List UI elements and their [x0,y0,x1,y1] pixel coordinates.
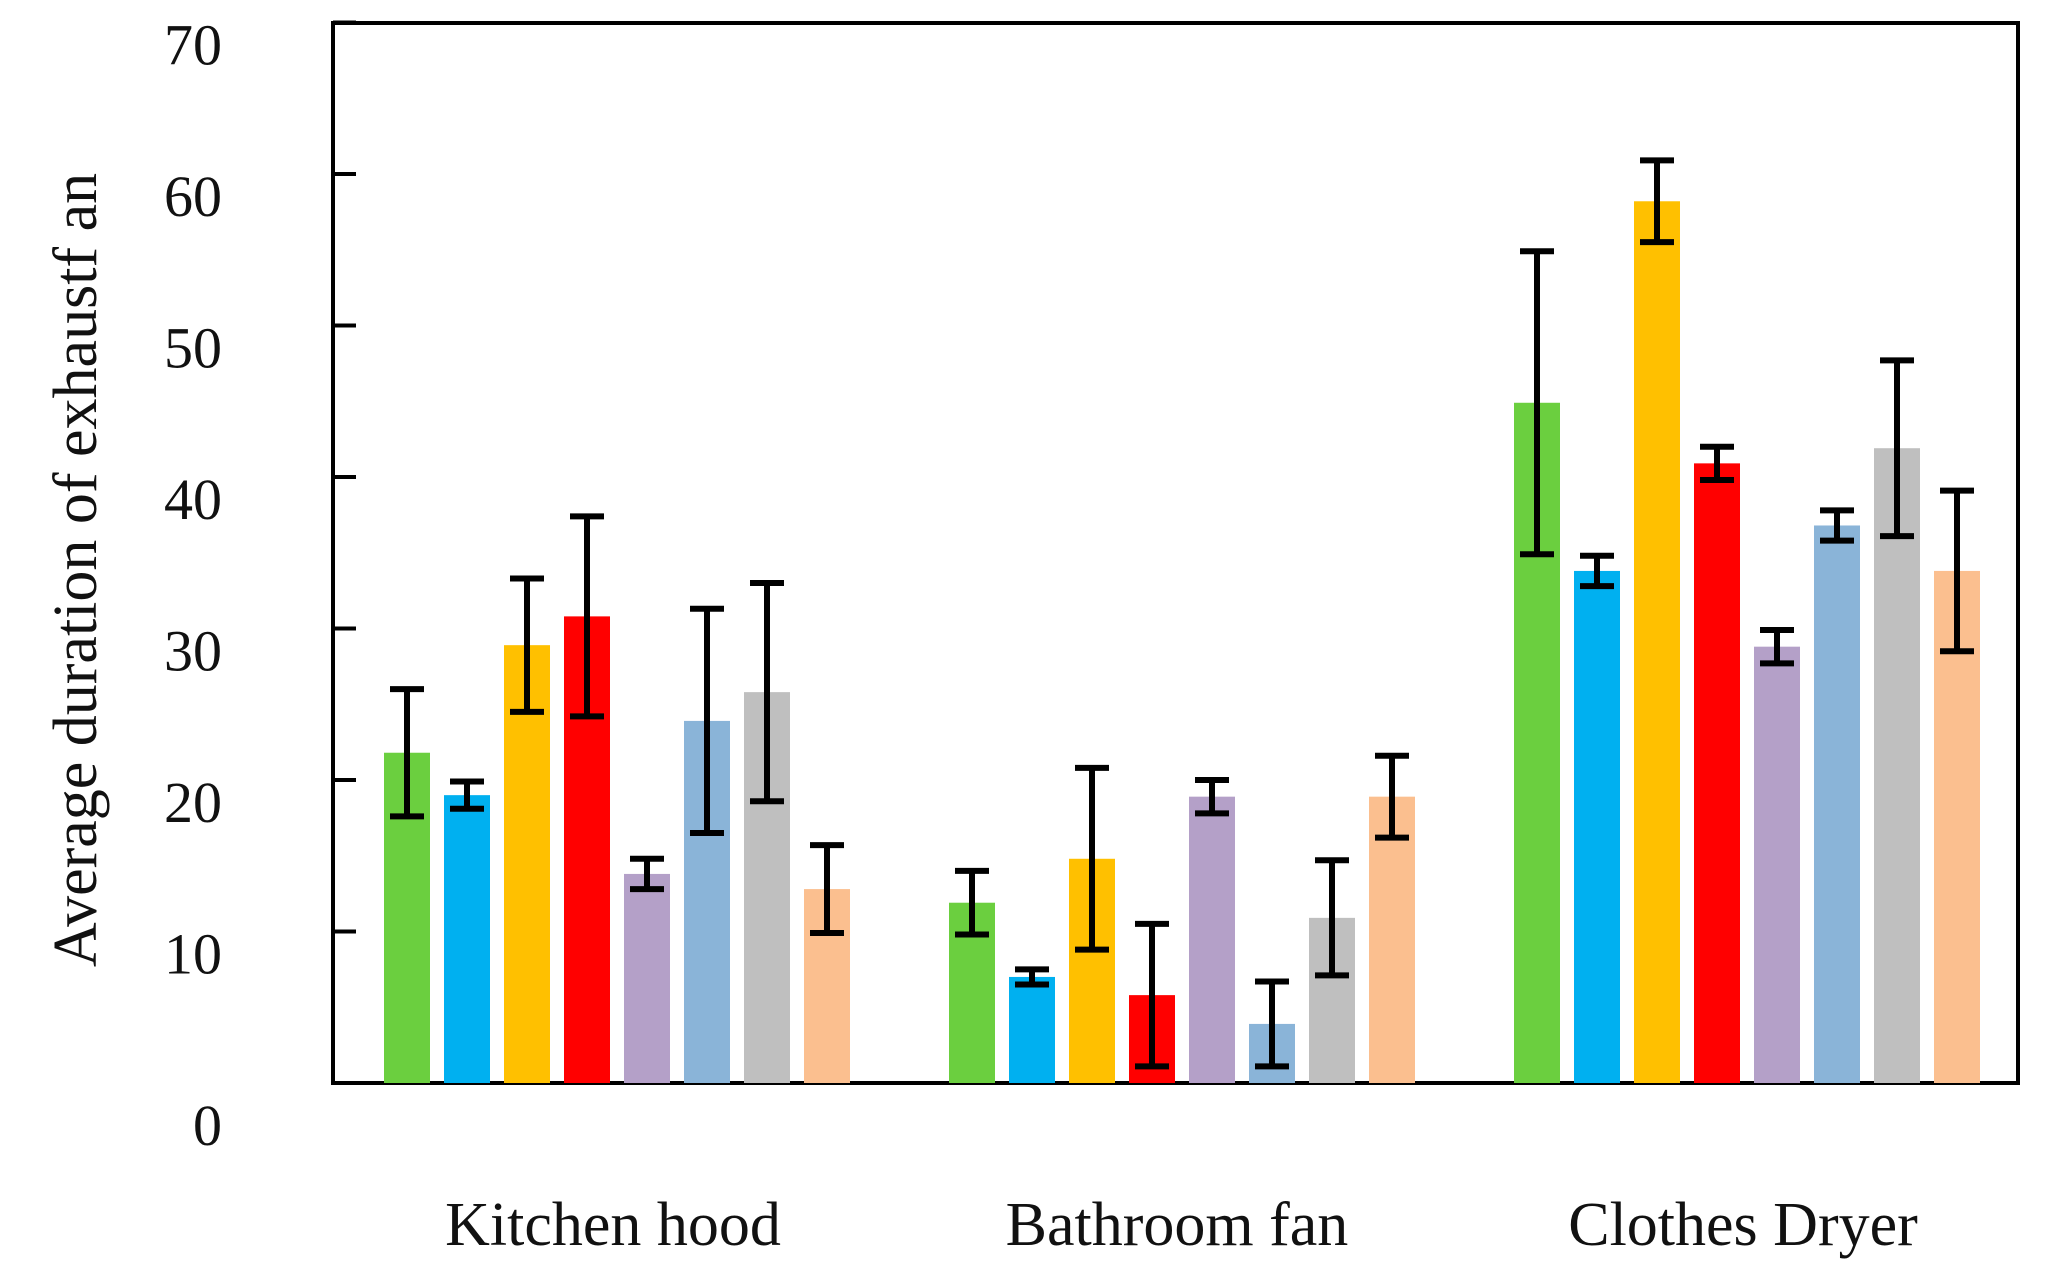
error-bar-bathroom-fan-series-4 [1135,920,1169,1070]
error-bar-kitchen-hood-series-1 [390,686,424,820]
error-bar-kitchen-hood-series-3 [510,575,544,715]
error-bar-clothes-dryer-series-6 [1820,507,1854,544]
error-bar-kitchen-hood-series-6 [690,605,724,837]
error-bar-bathroom-fan-series-2 [1015,966,1049,988]
bar-clothes-dryer-series-4 [1694,463,1740,1083]
error-bar-kitchen-hood-series-7 [750,580,784,805]
bar-kitchen-hood-series-5 [624,873,670,1083]
y-tick-label-30: 30 [164,619,222,684]
y-axis: 0 10 20 30 40 50 60 70 [164,13,356,1158]
error-bar-clothes-dryer-series-8 [1940,487,1974,655]
error-bar-clothes-dryer-series-1 [1520,248,1554,558]
error-bar-clothes-dryer-series-7 [1880,357,1914,540]
error-bar-kitchen-hood-series-8 [810,842,844,937]
y-axis-title: Average duration of exhaustf an [42,173,110,967]
error-bar-clothes-dryer-series-2 [1580,552,1614,590]
x-category-label-3: Clothes Dryer [1568,1191,1918,1259]
y-tick-label-50: 50 [164,316,222,381]
error-bar-bathroom-fan-series-5 [1195,777,1229,817]
error-bars-layer [390,157,1974,1070]
error-bar-kitchen-hood-series-5 [630,855,664,893]
error-bar-bathroom-fan-series-6 [1255,978,1289,1070]
bar-clothes-dryer-series-7 [1874,448,1920,1084]
y-tick-label-20: 20 [164,770,222,835]
bar-clothes-dryer-series-2 [1574,570,1620,1083]
error-bar-clothes-dryer-series-5 [1760,627,1794,667]
error-bar-bathroom-fan-series-1 [955,867,989,938]
bar-bathroom-fan-series-5 [1189,796,1235,1083]
bar-kitchen-hood-series-3 [504,645,550,1083]
bar-clothes-dryer-series-3 [1634,201,1680,1083]
x-axis: Kitchen hood Bathroom fan Clothes Dryer [445,1191,1918,1259]
bar-clothes-dryer-series-6 [1814,525,1860,1083]
bar-bathroom-fan-series-2 [1009,976,1055,1083]
y-tick-label-10: 10 [164,922,222,987]
y-tick-label-70: 70 [164,13,222,78]
error-bar-kitchen-hood-series-4 [570,513,604,720]
y-tick-label-40: 40 [164,467,222,532]
error-bar-bathroom-fan-series-3 [1075,764,1109,953]
bar-kitchen-hood-series-2 [444,795,490,1083]
plot-frame [331,21,2020,1085]
bar-bathroom-fan-series-8 [1369,796,1415,1083]
bar-clothes-dryer-series-8 [1934,570,1980,1083]
x-category-label-2: Bathroom fan [1006,1191,1349,1259]
error-bar-clothes-dryer-series-4 [1700,443,1734,484]
bar-clothes-dryer-series-5 [1754,646,1800,1083]
bars-layer [384,201,1980,1084]
y-tick-label-0: 0 [193,1093,222,1158]
x-category-label-1: Kitchen hood [445,1191,781,1259]
error-bar-bathroom-fan-series-8 [1375,752,1409,841]
y-tick-label-60: 60 [164,164,222,229]
error-bar-clothes-dryer-series-3 [1640,157,1674,246]
error-bar-bathroom-fan-series-7 [1315,857,1349,979]
error-bar-kitchen-hood-series-2 [450,778,484,812]
